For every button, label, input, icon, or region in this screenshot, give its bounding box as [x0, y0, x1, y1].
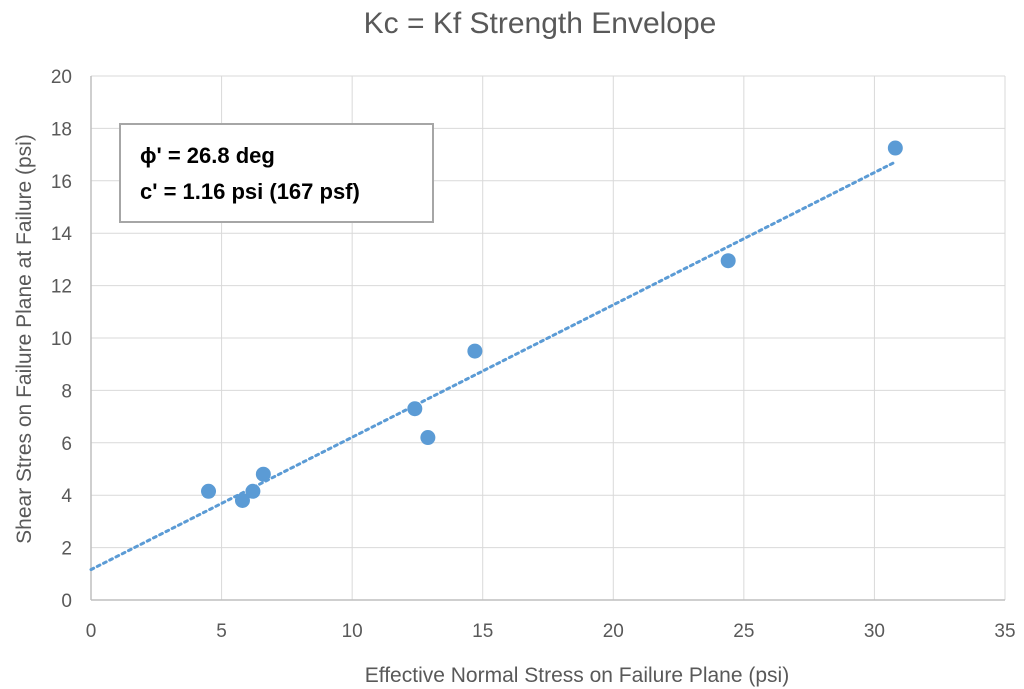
data-point: [467, 343, 483, 359]
x-tick-label: 35: [994, 621, 1015, 642]
y-tick-label: 4: [61, 486, 72, 507]
y-tick-label: 2: [61, 539, 72, 560]
y-tick-label: 14: [51, 224, 73, 245]
annotation-box: ϕ' = 26.8 deg c' = 1.16 psi (167 psf): [119, 123, 434, 223]
data-point: [245, 483, 261, 499]
data-point: [887, 140, 903, 156]
trendline: [89, 160, 897, 572]
axes: [90, 76, 1005, 601]
trendline-group: [89, 160, 897, 572]
x-tick-label: 30: [864, 621, 885, 642]
y-tick-label: 8: [61, 381, 72, 402]
grid: [91, 75, 1006, 600]
x-axis-label: Effective Normal Stress on Failure Plane…: [365, 664, 789, 687]
x-tick-label: 20: [603, 621, 624, 642]
y-tick-label: 12: [51, 277, 72, 298]
data-point: [407, 401, 423, 417]
data-point: [420, 430, 436, 446]
data-point: [720, 253, 736, 269]
x-tick-label: 10: [342, 621, 363, 642]
annotation-line-2: c' = 1.16 psi (167 psf): [140, 179, 360, 204]
y-tick-label: 16: [51, 172, 72, 193]
chart-title: Kc = Kf Strength Envelope: [364, 7, 717, 40]
y-tick-label: 0: [61, 591, 72, 612]
y-tick-label: 20: [51, 67, 72, 88]
data-point: [234, 492, 250, 508]
x-tick-label: 0: [86, 621, 97, 642]
data-point: [255, 466, 271, 482]
x-tick-label: 15: [472, 621, 493, 642]
y-tick-label: 6: [61, 434, 72, 455]
annotation-line-1: ϕ' = 26.8 deg: [140, 143, 275, 168]
x-tick-label: 25: [733, 621, 754, 642]
y-tick-label: 18: [51, 119, 72, 140]
data-point: [201, 483, 217, 499]
y-tick-label: 10: [51, 329, 72, 350]
tick-labels: 0 5 10 15 20 25 30 35 0 2 4 6 8 10 12 14 16 18 20: [51, 67, 1016, 642]
data-points: [201, 140, 903, 508]
x-tick-label: 5: [216, 621, 227, 642]
y-axis-label: Shear Stres on Failure Plane at Failure …: [13, 134, 36, 544]
